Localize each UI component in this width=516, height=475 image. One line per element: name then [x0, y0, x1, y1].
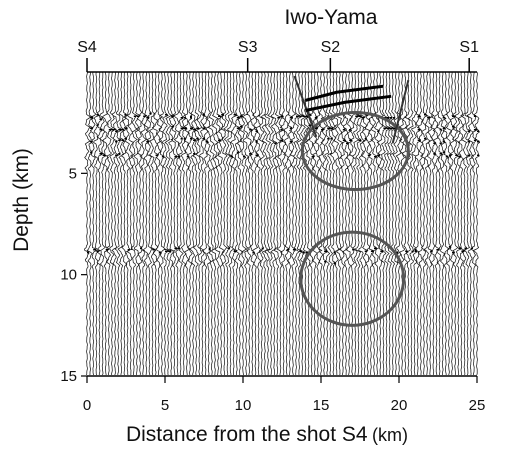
x-tick-label-0: 0: [83, 397, 91, 414]
x-axis-label-unit: (km): [372, 425, 408, 445]
trace-fills: [87, 112, 480, 266]
shallow-reflection-2: [305, 94, 392, 112]
anomaly-ellipse-2: [299, 230, 406, 327]
x-tick-label-10: 10: [235, 397, 252, 414]
x-tick-label-15: 15: [313, 397, 330, 414]
x-tick-label-20: 20: [391, 397, 408, 414]
anomaly-ellipse-1: [300, 111, 410, 192]
trace-wiggles: [84, 71, 481, 376]
x-tick-label-25: 25: [469, 397, 486, 414]
x-tick-label-5: 5: [161, 397, 169, 414]
shot-label-s1: S1: [459, 39, 479, 56]
y-tick-label-10: 10: [60, 267, 77, 284]
axis-ticks: 0 5 10 15 20 25 5 10 15: [60, 165, 485, 414]
shot-point-markers: S4 S3 S2 S1: [77, 39, 479, 73]
y-tick-label-5: 5: [69, 165, 77, 182]
x-axis-label-main: Distance from the shot S4: [126, 423, 368, 446]
chart-title: Iwo-Yama: [285, 6, 378, 29]
shallow-reflection-1: [305, 84, 384, 102]
fault-line-1: [293, 75, 318, 138]
x-axis-label: Distance from the shot S4 (km): [126, 423, 408, 446]
interpretation-overlays: [293, 75, 410, 327]
y-tick-label-15: 15: [60, 368, 77, 385]
shot-label-s3: S3: [238, 39, 258, 56]
seismic-traces: [84, 71, 481, 376]
y-axis-label: Depth (km): [10, 148, 33, 252]
shot-label-s2: S2: [321, 39, 341, 56]
shot-label-s4: S4: [77, 39, 97, 56]
fault-line-2: [391, 79, 410, 144]
